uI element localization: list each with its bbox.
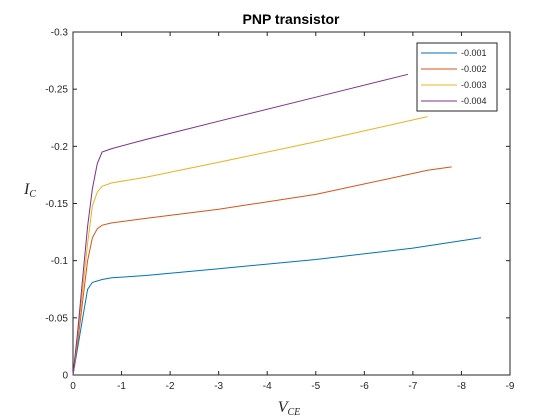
legend-entry-label: -0.001 (461, 48, 487, 58)
y-tick-label: -0.15 (45, 199, 68, 210)
legend-entry-label: -0.002 (461, 64, 487, 74)
series-line (72, 73, 409, 376)
ticks: 0 -1 -2 -3 -4 -5 -6 -7 -8 -9 0 -0.05 -0.1 -0.15 -0.2 -0… (45, 28, 515, 393)
y-tick-label: -0.1 (51, 256, 69, 267)
y-tick-label: -0.05 (45, 313, 68, 324)
series-line (72, 237, 481, 376)
x-tick-label: -8 (457, 381, 466, 392)
x-tick-label: -1 (117, 381, 126, 392)
series-line (72, 166, 452, 376)
x-axis-label: VCE (278, 399, 301, 418)
x-tick-label: -2 (166, 381, 175, 392)
y-tick-label: -0.2 (51, 142, 69, 153)
x-tick-label: -5 (311, 381, 320, 392)
x-tick-label: -9 (506, 381, 515, 392)
y-tick-label: -0.25 (45, 85, 68, 96)
y-tick-label: 0 (62, 371, 68, 382)
chart-title: PNP transistor (243, 11, 341, 27)
y-axis-label-sub: C (29, 189, 36, 200)
series-line (72, 116, 428, 376)
y-axis-label-main: I (23, 181, 30, 198)
legend: -0.001 -0.002 -0.003 -0.004 (416, 42, 498, 112)
y-tick-label: -0.3 (51, 28, 69, 39)
x-tick-label: 0 (70, 381, 76, 392)
y-axis-label: IC (23, 181, 36, 200)
x-tick-label: -4 (263, 381, 272, 392)
series-lines (72, 73, 481, 376)
x-axis-label-main: V (278, 399, 290, 416)
legend-entry-label: -0.003 (461, 80, 487, 90)
legend-entry-label: -0.004 (461, 96, 487, 106)
x-tick-label: -7 (408, 381, 417, 392)
x-tick-label: -6 (360, 381, 369, 392)
x-axis-label-sub: CE (288, 407, 301, 418)
legend-box (416, 42, 498, 112)
x-tick-label: -3 (214, 381, 223, 392)
